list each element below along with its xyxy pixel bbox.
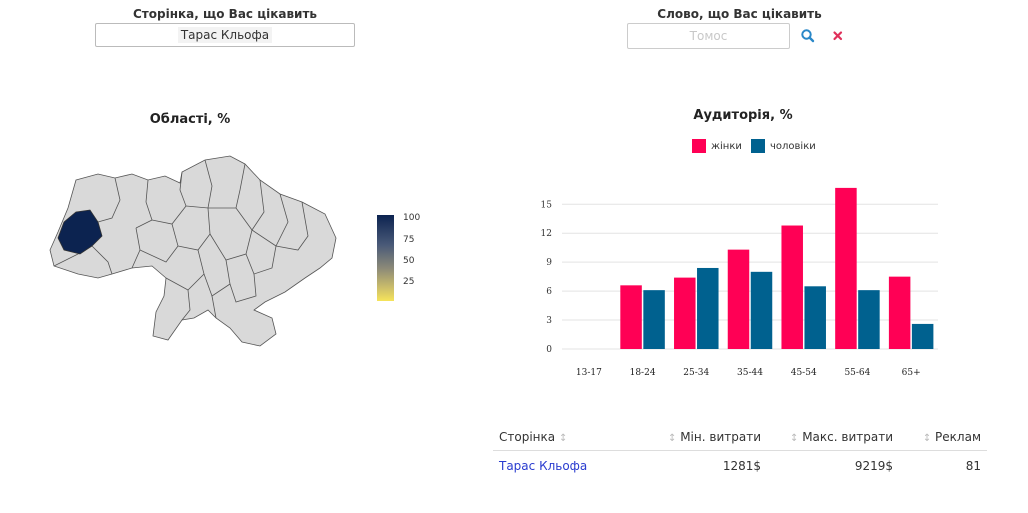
max-spend-cell: 9219$	[854, 459, 893, 473]
highlighted-oblast	[57, 209, 103, 255]
bar-women	[835, 187, 857, 349]
page-select[interactable]: Тарас Кльофа	[95, 23, 355, 47]
y-tick-label: 12	[541, 229, 552, 239]
colorbar-tick: 50	[403, 256, 415, 266]
y-tick-label: 3	[546, 316, 552, 326]
clear-button[interactable]	[829, 27, 847, 45]
bar-women	[620, 285, 642, 349]
x-tick-label: 13-17	[576, 368, 602, 378]
bar-men	[804, 286, 826, 349]
map-outline	[49, 155, 337, 347]
sort-icon[interactable]: ↕	[789, 433, 799, 444]
colorbar-tick: 25	[403, 277, 415, 287]
table-header-row: Сторінка ↕ ↕ Мін. витрати ↕ Макс. витрат…	[493, 424, 987, 451]
map-colorbar	[377, 215, 394, 301]
y-tick-label: 9	[546, 258, 552, 268]
legend-label-men: чоловіки	[770, 140, 816, 152]
x-tick-label: 45-54	[791, 368, 817, 378]
page-select-label: Сторінка, що Вас цікавить	[133, 7, 317, 21]
bar-men	[858, 290, 880, 349]
colorbar-tick: 75	[403, 235, 415, 245]
page-link[interactable]: Тарас Кльофа	[499, 459, 588, 473]
x-tick-label: 35-44	[737, 368, 763, 378]
word-input[interactable]	[627, 23, 790, 49]
sort-icon[interactable]: ↕	[667, 433, 677, 444]
ukraine-map	[49, 155, 337, 347]
map-title: Області, %	[149, 112, 231, 127]
chart-title: Аудиторія, %	[693, 108, 793, 123]
sort-icon[interactable]: ↕	[922, 433, 932, 444]
bar-men	[750, 271, 773, 349]
bar-women	[727, 249, 750, 349]
legend-swatch-men	[751, 139, 765, 153]
bar-women	[781, 225, 803, 349]
search-icon	[801, 29, 815, 43]
bar-men	[697, 267, 719, 349]
legend-label-women: жінки	[711, 140, 742, 152]
legend-men[interactable]: чоловіки	[751, 139, 816, 153]
bar-men	[911, 323, 934, 349]
bar-women	[888, 276, 911, 349]
sort-icon[interactable]: ↕	[558, 433, 568, 444]
y-tick-label: 6	[546, 287, 552, 297]
x-tick-label: 18-24	[630, 368, 656, 378]
column-header-min[interactable]: ↕ Мін. витрати	[645, 424, 767, 451]
y-tick-label: 15	[541, 200, 553, 210]
close-icon	[833, 31, 843, 41]
table-row[interactable]: Тарас Кльофа 1281$ 9219$ 81	[493, 451, 987, 482]
column-header-max[interactable]: ↕ Макс. витрати	[767, 424, 899, 451]
search-button[interactable]	[799, 27, 817, 45]
legend-swatch-women	[692, 139, 706, 153]
word-input-label: Слово, що Вас цікавить	[657, 7, 822, 21]
colorbar-tick: 100	[403, 213, 421, 223]
ads-count-cell: 81	[965, 459, 981, 473]
bar-women	[674, 277, 696, 349]
bar-men	[643, 290, 665, 349]
results-table: Сторінка ↕ ↕ Мін. витрати ↕ Макс. витрат…	[493, 424, 987, 481]
selected-page-chip[interactable]: Тарас Кльофа	[177, 27, 273, 43]
legend-women[interactable]: жінки	[692, 139, 742, 153]
x-tick-label: 55-64	[844, 368, 870, 378]
x-tick-label: 65+	[902, 368, 921, 378]
min-spend-cell: 1281$	[722, 459, 761, 473]
column-header-page[interactable]: Сторінка ↕	[493, 424, 645, 451]
audience-bar-chart: 0 3 6 9 12 15 13-17 18-24 25-34 35-44 45-54 55-64 65…	[541, 187, 938, 378]
y-tick-label: 0	[546, 345, 552, 355]
x-tick-label: 25-34	[683, 368, 709, 378]
column-header-ads[interactable]: ↕ Реклам	[899, 424, 987, 451]
